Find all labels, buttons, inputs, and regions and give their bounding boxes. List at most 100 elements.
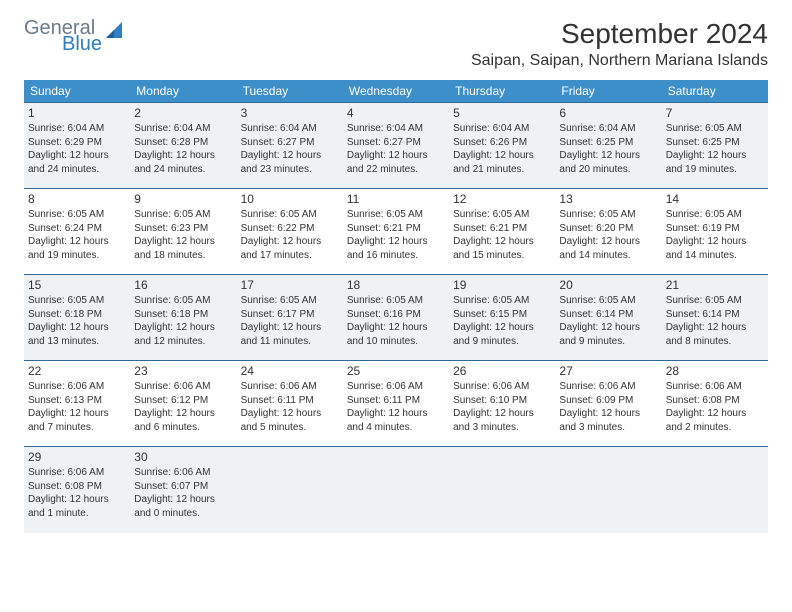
day-number: 4 (347, 105, 445, 121)
daylight-line: Daylight: 12 hours and 5 minutes. (241, 407, 339, 434)
sunrise-line: Sunrise: 6:06 AM (134, 466, 232, 480)
day-cell: 11Sunrise: 6:05 AMSunset: 6:21 PMDayligh… (343, 189, 449, 275)
day-number: 3 (241, 105, 339, 121)
day-cell: 20Sunrise: 6:05 AMSunset: 6:14 PMDayligh… (555, 275, 661, 361)
day-number: 10 (241, 191, 339, 207)
daylight-line: Daylight: 12 hours and 17 minutes. (241, 235, 339, 262)
sunrise-line: Sunrise: 6:04 AM (134, 122, 232, 136)
logo: General Blue (24, 18, 126, 54)
sunset-line: Sunset: 6:20 PM (559, 222, 657, 236)
calendar-table: SundayMondayTuesdayWednesdayThursdayFrid… (24, 80, 768, 533)
day-cell: 22Sunrise: 6:06 AMSunset: 6:13 PMDayligh… (24, 361, 130, 447)
day-cell: 14Sunrise: 6:05 AMSunset: 6:19 PMDayligh… (662, 189, 768, 275)
sunrise-line: Sunrise: 6:05 AM (559, 208, 657, 222)
day-number: 12 (453, 191, 551, 207)
sunrise-line: Sunrise: 6:05 AM (241, 208, 339, 222)
daylight-line: Daylight: 12 hours and 13 minutes. (28, 321, 126, 348)
day-number: 21 (666, 277, 764, 293)
daylight-line: Daylight: 12 hours and 7 minutes. (28, 407, 126, 434)
day-cell: 24Sunrise: 6:06 AMSunset: 6:11 PMDayligh… (237, 361, 343, 447)
sunset-line: Sunset: 6:23 PM (134, 222, 232, 236)
sunrise-line: Sunrise: 6:04 AM (28, 122, 126, 136)
day-number: 26 (453, 363, 551, 379)
day-cell: 21Sunrise: 6:05 AMSunset: 6:14 PMDayligh… (662, 275, 768, 361)
day-number: 29 (28, 449, 126, 465)
sunrise-line: Sunrise: 6:06 AM (666, 380, 764, 394)
sunrise-line: Sunrise: 6:05 AM (241, 294, 339, 308)
sunrise-line: Sunrise: 6:05 AM (453, 294, 551, 308)
day-cell: 2Sunrise: 6:04 AMSunset: 6:28 PMDaylight… (130, 103, 236, 189)
day-cell: 1Sunrise: 6:04 AMSunset: 6:29 PMDaylight… (24, 103, 130, 189)
daylight-line: Daylight: 12 hours and 14 minutes. (559, 235, 657, 262)
sunset-line: Sunset: 6:10 PM (453, 394, 551, 408)
sunset-line: Sunset: 6:14 PM (559, 308, 657, 322)
daylight-line: Daylight: 12 hours and 1 minute. (28, 493, 126, 520)
sunrise-line: Sunrise: 6:05 AM (666, 208, 764, 222)
daylight-line: Daylight: 12 hours and 16 minutes. (347, 235, 445, 262)
day-number: 6 (559, 105, 657, 121)
sunrise-line: Sunrise: 6:05 AM (666, 294, 764, 308)
sunrise-line: Sunrise: 6:05 AM (559, 294, 657, 308)
day-number: 11 (347, 191, 445, 207)
sunrise-line: Sunrise: 6:04 AM (453, 122, 551, 136)
sunset-line: Sunset: 6:11 PM (347, 394, 445, 408)
sunset-line: Sunset: 6:26 PM (453, 136, 551, 150)
day-header: Thursday (449, 80, 555, 103)
logo-blue: Blue (62, 34, 102, 54)
day-number: 8 (28, 191, 126, 207)
day-number: 27 (559, 363, 657, 379)
daylight-line: Daylight: 12 hours and 3 minutes. (453, 407, 551, 434)
day-cell: 10Sunrise: 6:05 AMSunset: 6:22 PMDayligh… (237, 189, 343, 275)
daylight-line: Daylight: 12 hours and 8 minutes. (666, 321, 764, 348)
day-cell: 13Sunrise: 6:05 AMSunset: 6:20 PMDayligh… (555, 189, 661, 275)
day-cell: 30Sunrise: 6:06 AMSunset: 6:07 PMDayligh… (130, 447, 236, 533)
day-number: 18 (347, 277, 445, 293)
daylight-line: Daylight: 12 hours and 14 minutes. (666, 235, 764, 262)
sunrise-line: Sunrise: 6:06 AM (28, 380, 126, 394)
day-header-row: SundayMondayTuesdayWednesdayThursdayFrid… (24, 80, 768, 103)
day-number: 28 (666, 363, 764, 379)
day-cell: 27Sunrise: 6:06 AMSunset: 6:09 PMDayligh… (555, 361, 661, 447)
sunset-line: Sunset: 6:11 PM (241, 394, 339, 408)
sunrise-line: Sunrise: 6:05 AM (28, 208, 126, 222)
sunrise-line: Sunrise: 6:04 AM (347, 122, 445, 136)
daylight-line: Daylight: 12 hours and 15 minutes. (453, 235, 551, 262)
sunset-line: Sunset: 6:09 PM (559, 394, 657, 408)
sunset-line: Sunset: 6:08 PM (666, 394, 764, 408)
day-cell: 3Sunrise: 6:04 AMSunset: 6:27 PMDaylight… (237, 103, 343, 189)
day-header: Friday (555, 80, 661, 103)
sunset-line: Sunset: 6:28 PM (134, 136, 232, 150)
sunset-line: Sunset: 6:25 PM (666, 136, 764, 150)
sunset-line: Sunset: 6:21 PM (453, 222, 551, 236)
empty-cell (449, 447, 555, 533)
week-row: 1Sunrise: 6:04 AMSunset: 6:29 PMDaylight… (24, 103, 768, 189)
day-cell: 9Sunrise: 6:05 AMSunset: 6:23 PMDaylight… (130, 189, 236, 275)
day-number: 1 (28, 105, 126, 121)
empty-cell (343, 447, 449, 533)
day-cell: 8Sunrise: 6:05 AMSunset: 6:24 PMDaylight… (24, 189, 130, 275)
day-number: 19 (453, 277, 551, 293)
sunrise-line: Sunrise: 6:06 AM (134, 380, 232, 394)
day-number: 7 (666, 105, 764, 121)
sunrise-line: Sunrise: 6:05 AM (134, 294, 232, 308)
day-cell: 23Sunrise: 6:06 AMSunset: 6:12 PMDayligh… (130, 361, 236, 447)
day-number: 16 (134, 277, 232, 293)
day-cell: 18Sunrise: 6:05 AMSunset: 6:16 PMDayligh… (343, 275, 449, 361)
sunset-line: Sunset: 6:29 PM (28, 136, 126, 150)
day-cell: 25Sunrise: 6:06 AMSunset: 6:11 PMDayligh… (343, 361, 449, 447)
sunrise-line: Sunrise: 6:05 AM (134, 208, 232, 222)
sunrise-line: Sunrise: 6:04 AM (559, 122, 657, 136)
empty-cell (662, 447, 768, 533)
sunset-line: Sunset: 6:19 PM (666, 222, 764, 236)
sunset-line: Sunset: 6:18 PM (28, 308, 126, 322)
daylight-line: Daylight: 12 hours and 20 minutes. (559, 149, 657, 176)
daylight-line: Daylight: 12 hours and 19 minutes. (28, 235, 126, 262)
daylight-line: Daylight: 12 hours and 24 minutes. (134, 149, 232, 176)
sunset-line: Sunset: 6:25 PM (559, 136, 657, 150)
daylight-line: Daylight: 12 hours and 18 minutes. (134, 235, 232, 262)
day-cell: 19Sunrise: 6:05 AMSunset: 6:15 PMDayligh… (449, 275, 555, 361)
day-number: 13 (559, 191, 657, 207)
day-cell: 7Sunrise: 6:05 AMSunset: 6:25 PMDaylight… (662, 103, 768, 189)
sunset-line: Sunset: 6:27 PM (241, 136, 339, 150)
sunset-line: Sunset: 6:16 PM (347, 308, 445, 322)
